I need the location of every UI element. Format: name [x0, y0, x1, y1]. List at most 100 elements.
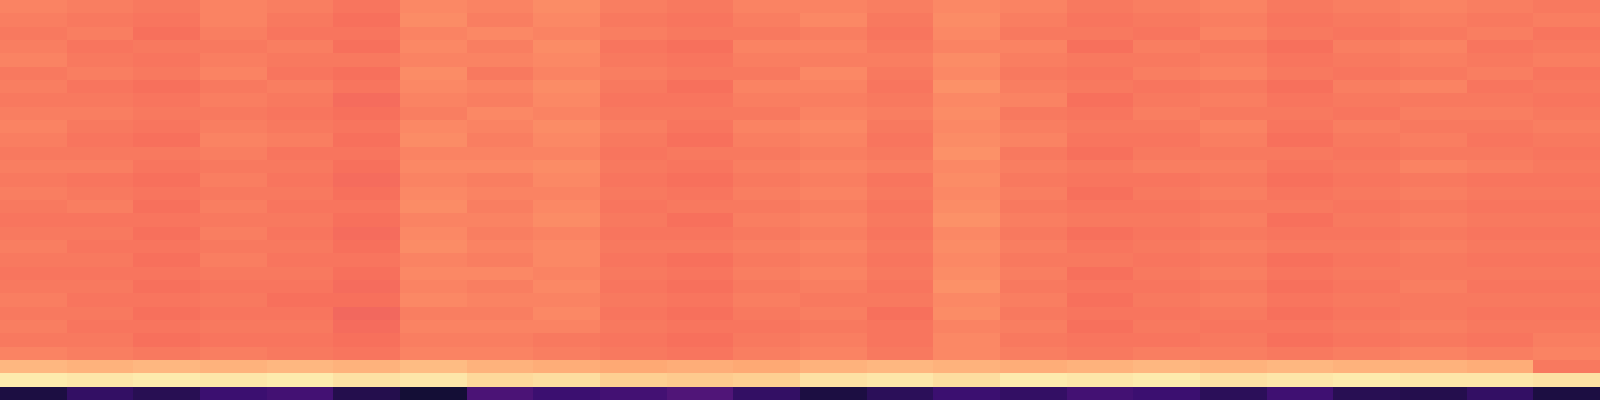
heatmap-cell [1533, 160, 1600, 173]
heatmap-cell [800, 120, 867, 133]
heatmap-cell [933, 40, 1000, 53]
heatmap-cell [867, 173, 933, 187]
heatmap-cell [67, 280, 133, 293]
heatmap-cell [67, 53, 133, 67]
heatmap-cell [1200, 227, 1267, 240]
heatmap-cell [1133, 320, 1200, 333]
heatmap-cell [1333, 147, 1400, 160]
heatmap-cell [267, 360, 333, 373]
heatmap-cell [933, 200, 1000, 213]
heatmap-cell [1467, 27, 1533, 40]
heatmap-cell [1200, 333, 1267, 347]
heatmap-cell [1400, 240, 1467, 253]
heatmap-cell [600, 240, 667, 253]
heatmap-cell [1067, 253, 1133, 267]
heatmap-cell [1400, 67, 1467, 80]
heatmap-cell [600, 227, 667, 240]
heatmap-cell [1400, 267, 1467, 280]
heatmap-cell [600, 307, 667, 320]
heatmap-cell [0, 253, 67, 267]
heatmap-cell [0, 333, 67, 347]
heatmap-cell [533, 387, 600, 400]
heatmap-cell [800, 360, 867, 373]
heatmap-cell [1200, 187, 1267, 200]
heatmap-cell [733, 240, 800, 253]
heatmap-cell [1333, 267, 1400, 280]
heatmap-cell [1000, 267, 1067, 280]
heatmap-cell [1067, 320, 1133, 333]
heatmap-cell [1400, 213, 1467, 227]
heatmap-cell [267, 13, 333, 27]
heatmap-cell [467, 0, 533, 13]
heatmap-cell [600, 173, 667, 187]
heatmap-cell [200, 147, 267, 160]
heatmap-cell [867, 147, 933, 160]
heatmap-cell [400, 160, 467, 173]
heatmap-cell [0, 133, 67, 147]
heatmap-cell [533, 200, 600, 213]
heatmap-cell [1333, 40, 1400, 53]
heatmap-cell [1467, 307, 1533, 320]
heatmap-cell [267, 0, 333, 13]
heatmap-cell [1133, 253, 1200, 267]
heatmap-cell [1267, 200, 1333, 213]
heatmap-cell [1333, 53, 1400, 67]
heatmap-cell [800, 160, 867, 173]
heatmap-cell [400, 253, 467, 267]
heatmap-cell [1133, 93, 1200, 107]
heatmap-cell [1400, 13, 1467, 27]
heatmap-cell [1467, 93, 1533, 107]
heatmap-cell [533, 373, 600, 387]
heatmap-cell [0, 147, 67, 160]
heatmap-cell [1200, 267, 1267, 280]
heatmap-cell [1333, 120, 1400, 133]
heatmap-cell [1533, 360, 1600, 373]
heatmap-cell [667, 93, 733, 107]
heatmap-cell [133, 307, 200, 320]
heatmap-cell [1333, 93, 1400, 107]
heatmap-cell [600, 0, 667, 13]
heatmap-cell [533, 53, 600, 67]
heatmap-cell [133, 347, 200, 360]
heatmap-cell [733, 200, 800, 213]
heatmap-cell [1267, 53, 1333, 67]
heatmap-cell [1333, 0, 1400, 13]
heatmap-cell [533, 227, 600, 240]
heatmap-cell [333, 253, 400, 267]
heatmap-cell [333, 373, 400, 387]
heatmap-cell [867, 360, 933, 373]
heatmap-cell [400, 347, 467, 360]
heatmap-cell [67, 213, 133, 227]
heatmap-cell [733, 147, 800, 160]
heatmap-cell [1267, 373, 1333, 387]
heatmap-cell [467, 227, 533, 240]
heatmap-cell [1400, 200, 1467, 213]
heatmap-cell [600, 160, 667, 173]
heatmap-cell [600, 107, 667, 120]
heatmap-cell [1400, 120, 1467, 133]
heatmap-cell [600, 320, 667, 333]
heatmap-cell [1267, 173, 1333, 187]
heatmap-cell [667, 80, 733, 93]
heatmap-cell [67, 307, 133, 320]
heatmap-cell [200, 133, 267, 147]
heatmap-cell [733, 0, 800, 13]
heatmap-cell [133, 213, 200, 227]
heatmap-cell [1333, 213, 1400, 227]
cells [0, 0, 1600, 400]
heatmap-cell [533, 240, 600, 253]
heatmap-cell [533, 67, 600, 80]
heatmap-cell [1067, 0, 1133, 13]
heatmap-cell [867, 27, 933, 40]
heatmap-cell [1000, 227, 1067, 240]
heatmap-cell [1000, 53, 1067, 67]
heatmap-cell [1267, 333, 1333, 347]
heatmap-cell [1267, 227, 1333, 240]
heatmap-cell [133, 147, 200, 160]
heatmap-cell [1333, 27, 1400, 40]
heatmap-cell [733, 320, 800, 333]
heatmap-cell [933, 120, 1000, 133]
heatmap-cell [600, 27, 667, 40]
heatmap-cell [1133, 240, 1200, 253]
heatmap-cell [0, 373, 67, 387]
